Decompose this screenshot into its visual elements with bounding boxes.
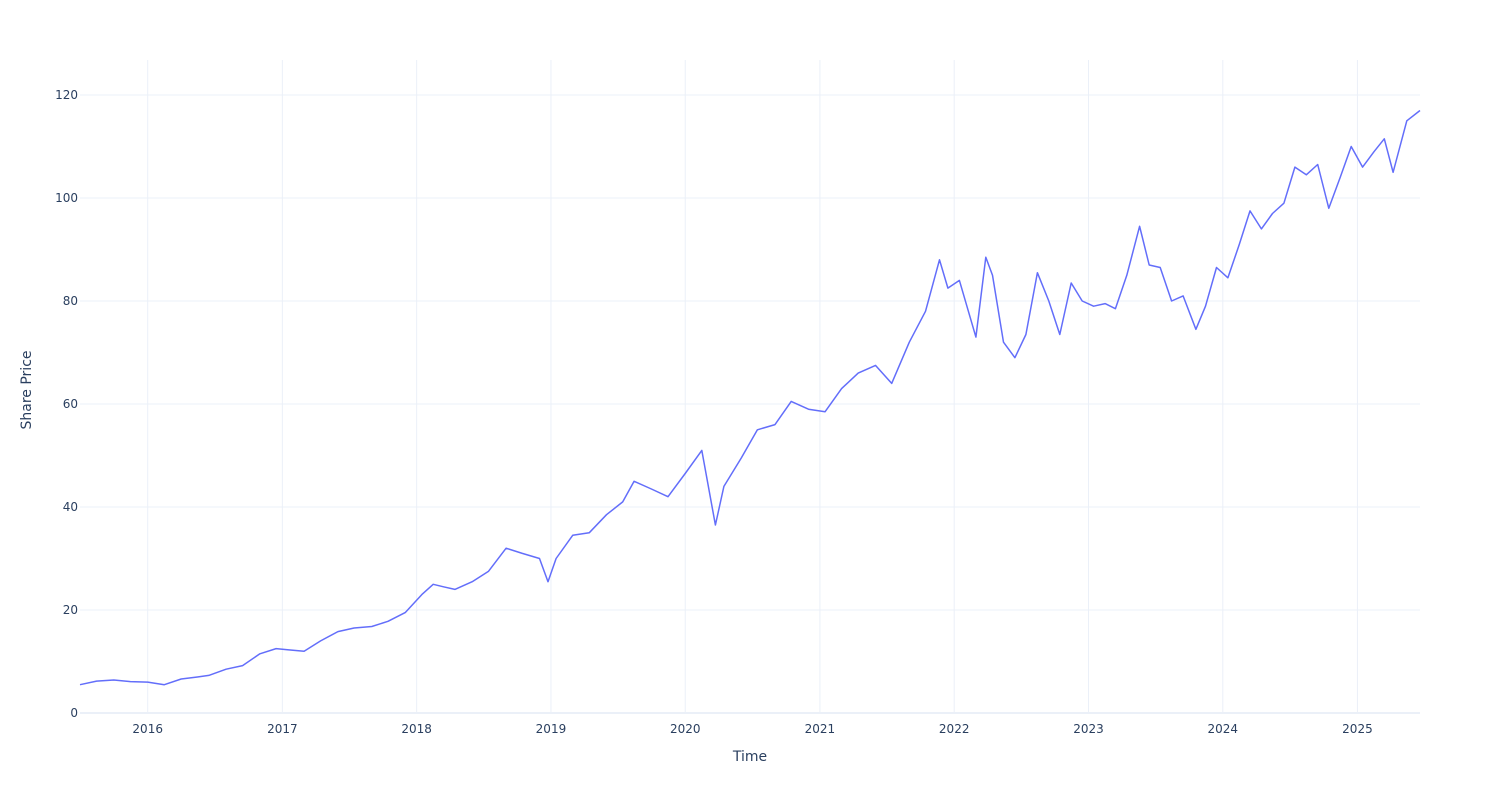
- y-tick-label: 60: [63, 397, 78, 411]
- y-tick-label: 100: [55, 191, 78, 205]
- x-tick-label: 2020: [670, 722, 701, 736]
- x-tick-label: 2019: [536, 722, 567, 736]
- y-axis-tick-labels: 0 20 40 60 80 100 120: [55, 88, 78, 720]
- x-tick-label: 2022: [939, 722, 970, 736]
- y-tick-label: 120: [55, 88, 78, 102]
- x-tick-label: 2024: [1208, 722, 1239, 736]
- y-gridlines: [80, 94, 1420, 714]
- x-axis-tick-labels: 2016 2017 2018 2019 2020 2021 2022 2023 2024 2025: [132, 722, 1372, 736]
- x-tick-label: 2025: [1342, 722, 1373, 736]
- x-tick-label: 2016: [132, 722, 163, 736]
- y-tick-label: 80: [63, 294, 78, 308]
- y-tick-label: 40: [63, 500, 78, 514]
- y-tick-label: 0: [70, 706, 78, 720]
- x-axis-title: Time: [732, 749, 767, 765]
- x-gridlines: [147, 60, 1358, 713]
- y-tick-label: 20: [63, 603, 78, 617]
- x-tick-label: 2021: [805, 722, 836, 736]
- x-tick-label: 2018: [401, 722, 432, 736]
- x-tick-label: 2017: [267, 722, 298, 736]
- y-axis-title: Share Price: [19, 350, 35, 429]
- plot-area: [79, 109, 1421, 686]
- share-price-line: [79, 109, 1421, 686]
- x-tick-label: 2023: [1073, 722, 1104, 736]
